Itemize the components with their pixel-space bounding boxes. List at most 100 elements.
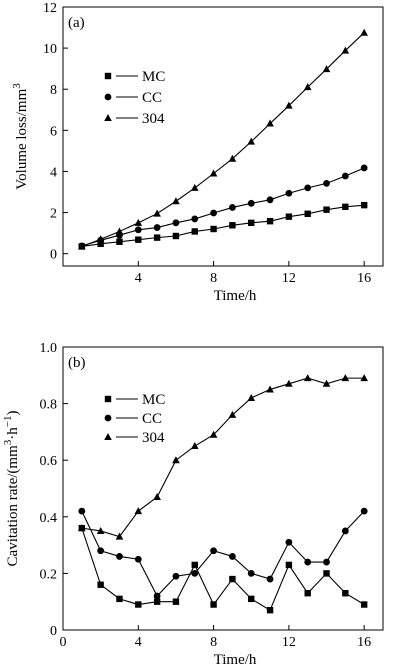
x-tick-label-a: 8 — [210, 271, 217, 286]
y-axis-title-a: Volume loss/mm3 — [11, 83, 30, 190]
legend-marker-cc-a — [104, 93, 112, 101]
x-axis-title-b: Time/h — [214, 652, 257, 665]
data-point-cc-b — [97, 547, 105, 555]
data-point-mc-b — [210, 601, 217, 608]
data-point-cc-a — [247, 199, 255, 207]
data-point-mc-a — [229, 222, 236, 229]
data-point-mc-b — [97, 581, 104, 588]
data-point-mc-a — [323, 206, 330, 213]
data-point-304-a — [303, 83, 312, 91]
data-point-304-a — [228, 154, 237, 162]
data-point-cc-a — [153, 224, 161, 231]
panel-label-b: (b) — [68, 355, 86, 371]
legend-label-304-b: 304 — [142, 430, 165, 446]
y-tick-label-b: 0.4 — [40, 511, 58, 526]
data-point-304-a — [266, 119, 274, 127]
y-axis-title-b-mid: ·h — [5, 427, 21, 440]
data-point-304-a — [341, 46, 350, 54]
plot-frame-a — [62, 6, 384, 267]
data-point-mc-a — [248, 219, 255, 227]
legend-marker-mc-a — [104, 72, 112, 80]
data-point-mc-b — [248, 595, 255, 603]
data-point-cc-b — [341, 527, 349, 535]
data-point-mc-b — [229, 575, 236, 583]
data-point-304-a — [360, 28, 368, 36]
x-tick-label-b: 16 — [357, 635, 371, 650]
data-point-mc-b — [342, 590, 349, 597]
y-axis-title-b-end: ) — [5, 411, 21, 416]
legend-marker-304-b — [104, 433, 112, 440]
data-point-304-a — [285, 101, 293, 109]
data-point-cc-b — [229, 553, 236, 560]
data-point-304-b — [228, 410, 237, 418]
legend-label-304-a: 304 — [142, 111, 165, 127]
series-group-b — [78, 374, 368, 614]
data-point-304-a — [134, 218, 143, 226]
data-point-304-b — [172, 456, 180, 464]
data-point-cc-b — [323, 558, 330, 566]
data-point-mc-b — [304, 590, 311, 597]
y-tick-label-a: 8 — [50, 83, 57, 98]
data-point-304-a — [247, 137, 256, 145]
data-point-mc-a — [304, 210, 311, 217]
y-axis-title-b-main: Cavitation rate/(mm — [5, 445, 21, 567]
data-point-cc-b — [247, 570, 255, 577]
data-point-mc-b — [135, 601, 142, 608]
data-point-cc-a — [191, 215, 199, 223]
data-point-304-a — [209, 169, 218, 177]
data-point-cc-a — [341, 172, 349, 180]
legend-marker-304-a — [104, 114, 112, 121]
data-point-304-b — [134, 507, 143, 515]
data-point-mc-a — [153, 234, 161, 241]
legend-label-mc-a: MC — [142, 69, 165, 85]
y-tick-label-a: 10 — [43, 42, 57, 57]
legend-label-mc-b: MC — [142, 392, 165, 408]
x-tick-label-b: 12 — [282, 635, 296, 650]
data-point-cc-b — [360, 507, 368, 515]
data-point-304-b — [285, 379, 293, 387]
y-tick-label-a: 4 — [50, 165, 57, 180]
data-point-304-b — [303, 374, 312, 382]
data-point-cc-a — [134, 226, 142, 234]
y-tick-label-b: 0.2 — [40, 567, 58, 582]
data-point-304-b — [115, 532, 124, 540]
legend-marker-cc-b — [104, 414, 112, 422]
plot-frame-b — [62, 346, 384, 631]
y-axis-title-b: Cavitation rate/(mm3·h−1) — [2, 411, 21, 567]
x-tick-label-b: 8 — [210, 635, 217, 650]
data-point-mc-b — [285, 561, 293, 569]
axis-ticks-a: 4 8 12 16 0 2 4 6 8 10 12 — [43, 1, 371, 286]
data-point-cc-b — [266, 575, 274, 583]
y-tick-label-b: 0 — [50, 624, 57, 639]
data-point-cc-a — [229, 204, 236, 211]
data-point-cc-b — [153, 592, 161, 600]
y-tick-label-b: 0.8 — [40, 398, 58, 413]
data-point-mc-a — [97, 240, 104, 247]
data-point-mc-a — [342, 203, 349, 210]
data-point-cc-b — [172, 572, 180, 580]
data-point-cc-b — [134, 555, 142, 563]
axis-ticks-b: 0 4 8 12 16 0 0.2 0.4 0.6 0.8 1.0 — [40, 341, 372, 650]
data-point-cc-b — [210, 547, 217, 555]
data-point-304-b — [209, 430, 218, 438]
data-point-cc-a — [304, 184, 312, 192]
data-point-mc-a — [191, 228, 198, 235]
data-point-mc-b — [360, 601, 368, 608]
y-tick-label-b: 0.6 — [40, 454, 58, 469]
y-axis-title-a-main: Volume loss/mm — [14, 88, 30, 189]
series-line-mc-b — [81, 527, 365, 611]
y-tick-label-a: 2 — [50, 207, 57, 222]
x-axis-title-a: Time/h — [214, 288, 257, 304]
data-point-cc-b — [78, 507, 86, 515]
data-point-cc-a — [285, 189, 293, 197]
legend-b: MC CC 304 — [104, 392, 165, 446]
legend-marker-mc-b — [104, 395, 112, 403]
data-point-304-b — [78, 524, 86, 532]
data-point-cc-a — [210, 209, 217, 217]
y-axis-title-b-sup1: 3 — [2, 439, 14, 445]
data-point-304-b — [266, 385, 274, 393]
chart-panel-b: (b) Time/h Cavitation rate/(mm3·h−1) 0 4 8… — [2, 341, 384, 665]
data-point-mc-b — [266, 606, 274, 614]
data-point-304-b — [153, 492, 161, 500]
